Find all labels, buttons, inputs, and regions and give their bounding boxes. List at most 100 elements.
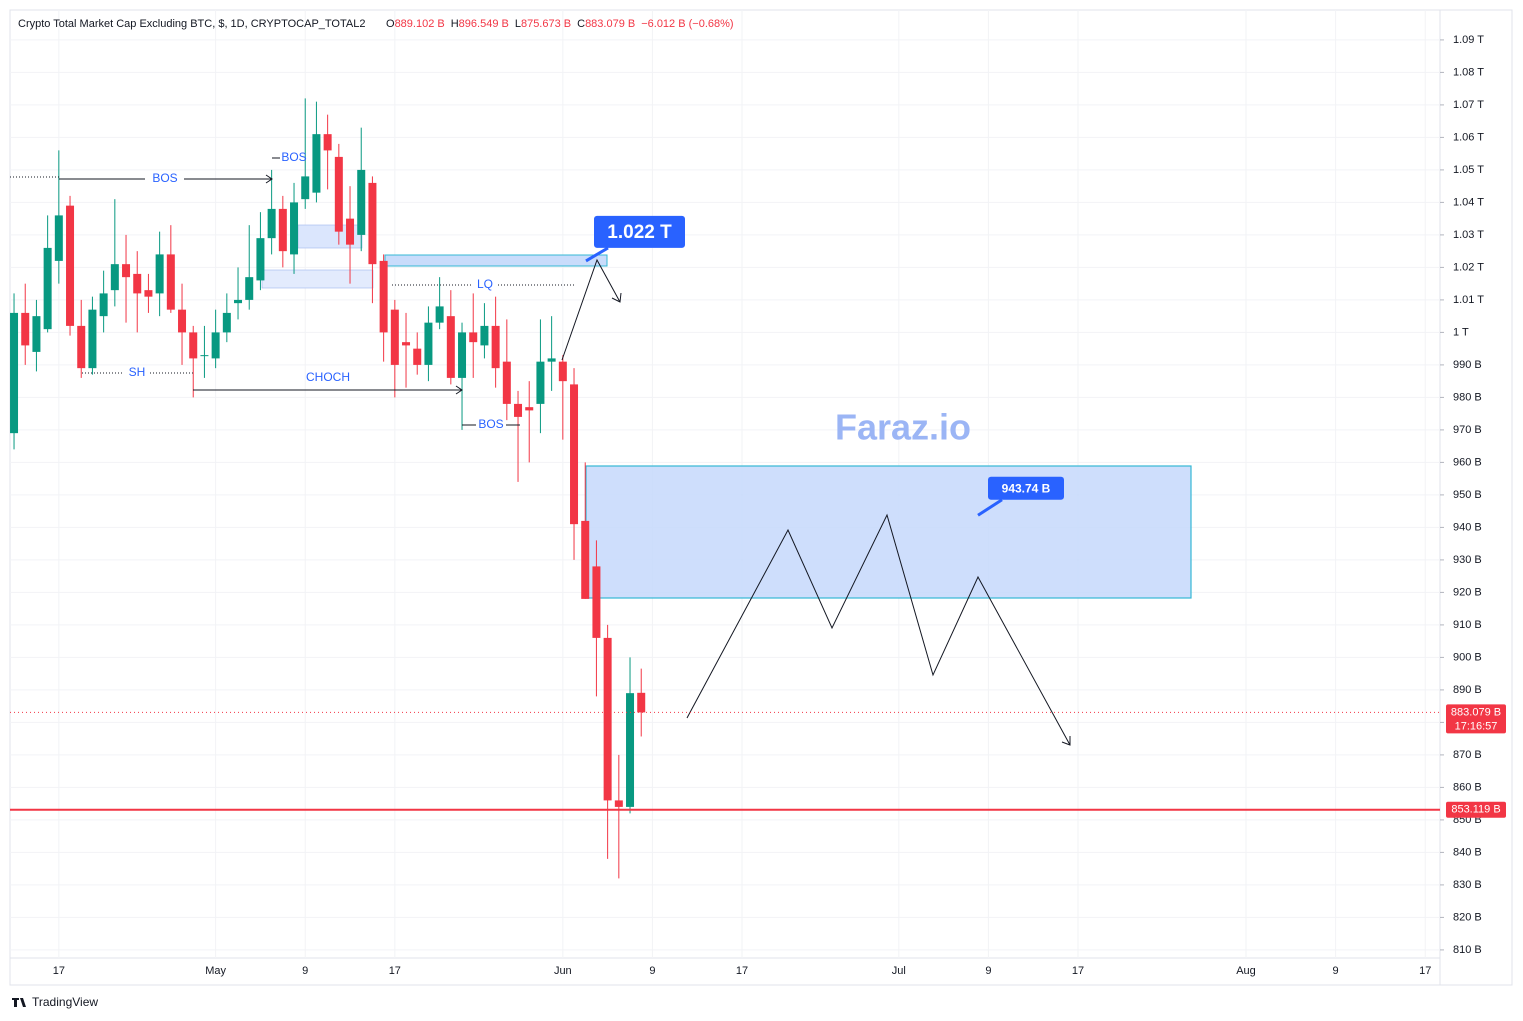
ohlc-change: −6.012 B (−0.68%)	[641, 18, 733, 30]
candle-body	[547, 358, 556, 362]
y-tick-label: 910 B	[1453, 619, 1482, 631]
drawings	[10, 157, 1071, 746]
candle-body	[413, 348, 422, 365]
candle-body	[178, 309, 187, 333]
candle-body	[234, 299, 243, 304]
candle-body	[592, 566, 601, 638]
zone	[585, 465, 1192, 599]
candle-body	[54, 215, 63, 261]
y-tick-label: 1.09 T	[1453, 34, 1484, 46]
ohlc-value: 896.549 B	[459, 18, 509, 30]
ohlc: O889.102 B H896.549 B L875.673 B C883.079 B…	[386, 18, 734, 30]
candle-body	[301, 176, 310, 200]
y-tick-label: 1.04 T	[1453, 196, 1484, 208]
candle-body	[312, 134, 321, 193]
candle-body	[446, 316, 455, 378]
frame	[9, 9, 1513, 986]
candle-body	[133, 273, 142, 294]
candle-body	[43, 247, 52, 330]
x-tick-label: 17	[1072, 965, 1084, 977]
x-tick-label: 17	[53, 965, 65, 977]
projection	[561, 258, 621, 361]
y-tick-label: 810 B	[1453, 944, 1482, 956]
candle-body	[267, 208, 276, 239]
candle-body	[110, 264, 119, 291]
candle-body	[637, 692, 646, 713]
x-tick-label: Jul	[892, 965, 906, 977]
candle-body	[144, 290, 153, 297]
arrow-head	[611, 292, 622, 303]
callout-pointer	[977, 498, 1003, 517]
y-tick-label: 950 B	[1453, 489, 1482, 501]
candle-body	[200, 355, 209, 357]
level-label: 853.119 B	[1451, 804, 1500, 816]
candle-body	[77, 325, 86, 369]
candle-body	[155, 254, 164, 294]
arrow-head	[455, 385, 463, 395]
annotation: BOS	[478, 417, 503, 431]
candle-body	[10, 312, 19, 434]
y-tick-label: 980 B	[1453, 391, 1482, 403]
candle-body	[122, 264, 131, 278]
brand: TradingView	[32, 995, 98, 1009]
x-tick-label: Jun	[554, 965, 572, 977]
candle-body	[323, 134, 332, 151]
x-tick-label: 9	[985, 965, 991, 977]
y-tick-label: 920 B	[1453, 586, 1482, 598]
ohlc-key: L	[515, 18, 521, 30]
y-tick-label: 860 B	[1453, 781, 1482, 793]
candle-body	[222, 312, 231, 333]
candle-body	[290, 202, 299, 255]
candle-body	[379, 260, 388, 333]
y-tick-label: 930 B	[1453, 554, 1482, 566]
candle-body	[278, 208, 287, 252]
candle-body	[346, 218, 355, 245]
candle-body	[357, 169, 366, 235]
x-tick-label: May	[205, 965, 226, 977]
y-tick-label: 840 B	[1453, 846, 1482, 858]
candle-body	[424, 322, 433, 365]
x-tick-label: 9	[1333, 965, 1339, 977]
candle-body	[334, 156, 343, 232]
y-tick-label: 940 B	[1453, 521, 1482, 533]
y-tick-label: 870 B	[1453, 749, 1482, 761]
watermark: Faraz.io	[835, 407, 971, 448]
callout-label: 1.022 T	[607, 222, 672, 243]
annotation: BOS	[281, 150, 306, 164]
last-price-box	[1446, 704, 1506, 734]
x-tick-label: 17	[736, 965, 748, 977]
y-tick-label: 1.06 T	[1453, 131, 1484, 143]
candle-body	[21, 312, 30, 346]
candle-body	[491, 325, 500, 369]
candle-body	[368, 182, 377, 265]
y-tick-label: 820 B	[1453, 911, 1482, 923]
y-tick-label: 1.05 T	[1453, 164, 1484, 176]
candle-body	[502, 361, 511, 404]
candle-body	[458, 332, 467, 378]
annotation: CHOCH	[306, 370, 350, 384]
x-tick-label: 9	[649, 965, 655, 977]
x-tick-label: Aug	[1236, 965, 1256, 977]
zone	[384, 254, 608, 267]
candle-body	[480, 325, 489, 346]
candle-body	[166, 254, 175, 310]
arrow-head	[265, 174, 273, 184]
candle-body	[536, 361, 545, 404]
annotation: LQ	[477, 277, 493, 291]
candle-body	[211, 332, 220, 359]
candle-body	[469, 332, 478, 343]
brand-logo	[12, 998, 26, 1007]
ohlc-value: 889.102 B	[395, 18, 445, 30]
ohlc-key: O	[386, 18, 395, 30]
arrow-head	[1061, 736, 1071, 746]
candle-body	[402, 342, 411, 346]
ohlc-key: H	[451, 18, 459, 30]
candle-body	[66, 205, 75, 326]
ohlc-key: C	[577, 18, 585, 30]
ohlc-text: O889.102 B H896.549 B L875.673 B C883.079 B…	[386, 18, 734, 30]
x-tick-label: 9	[302, 965, 308, 977]
zone	[261, 269, 374, 289]
candle-body	[581, 520, 590, 599]
x-tick-label: 17	[1419, 965, 1431, 977]
